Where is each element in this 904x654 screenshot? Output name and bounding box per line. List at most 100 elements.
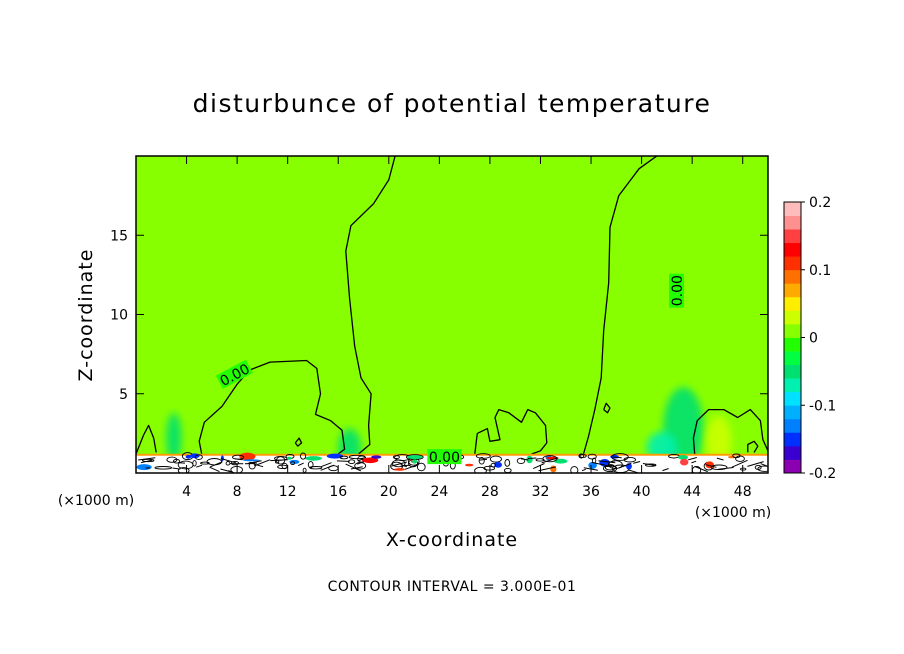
surface-streak bbox=[532, 463, 545, 470]
surface-streak bbox=[527, 457, 537, 459]
surface-streak bbox=[618, 462, 632, 469]
surface-eddy bbox=[542, 455, 558, 463]
surface-eddy bbox=[474, 466, 487, 473]
colorbar-tick-label: 0.1 bbox=[809, 263, 831, 279]
y-tick-label: 10 bbox=[110, 308, 128, 324]
x-tick-label: 12 bbox=[279, 484, 297, 500]
x-tick-label: 48 bbox=[734, 484, 752, 500]
surface-eddy bbox=[412, 459, 418, 464]
contour-label-group: 0.00 bbox=[669, 273, 686, 308]
colorbar-swatch bbox=[784, 323, 801, 338]
surface-streak bbox=[747, 461, 764, 467]
surface-eddy bbox=[757, 465, 768, 472]
surface-eddy bbox=[141, 458, 155, 463]
plot-background-field bbox=[136, 156, 768, 473]
surface-streak bbox=[691, 460, 697, 464]
colorbar-tick-label: 0.2 bbox=[809, 195, 831, 211]
surface-eddy bbox=[177, 460, 194, 470]
surface-streak bbox=[705, 464, 717, 468]
x-tick-label: 8 bbox=[233, 484, 242, 500]
colorbar-swatch bbox=[784, 405, 801, 420]
surface-eddy bbox=[225, 461, 231, 466]
surface-streak bbox=[651, 464, 657, 467]
surface-eddy bbox=[489, 455, 502, 463]
zero-contour-line bbox=[136, 424, 157, 455]
surface-eddy bbox=[608, 460, 623, 469]
surface-eddy bbox=[754, 464, 762, 470]
surface-eddy bbox=[483, 465, 496, 471]
surface-eddy bbox=[354, 462, 367, 470]
colorbar-tick-label: -0.2 bbox=[809, 466, 836, 482]
surface-eddy bbox=[290, 461, 296, 465]
zero-contour-line bbox=[474, 408, 548, 455]
surface-streak bbox=[520, 458, 529, 461]
surface-eddy bbox=[286, 456, 292, 460]
contour-interval-note: CONTOUR INTERVAL = 3.000E-01 bbox=[328, 579, 577, 595]
surface-eddy bbox=[391, 459, 406, 468]
surface-streak bbox=[220, 458, 237, 464]
colorbar-swatch bbox=[784, 215, 801, 230]
surface-streak bbox=[538, 466, 557, 472]
surface-streak bbox=[404, 464, 417, 470]
surface-eddy bbox=[570, 466, 579, 473]
surface-streak bbox=[220, 468, 232, 473]
colorbar-swatch bbox=[784, 283, 801, 298]
contour-label-group: 0.00 bbox=[427, 449, 462, 466]
surface-streak bbox=[138, 457, 156, 461]
colorbar-swatch bbox=[784, 432, 801, 447]
surface-eddy bbox=[136, 464, 152, 471]
surface-streak bbox=[662, 468, 669, 472]
surface-eddy bbox=[526, 455, 533, 464]
zero-contour-line bbox=[198, 359, 346, 455]
contour-layer bbox=[136, 156, 768, 455]
x-tick-label: 16 bbox=[329, 484, 347, 500]
surface-streak bbox=[718, 467, 734, 470]
surface-streak bbox=[541, 457, 558, 464]
colorbar-swatch bbox=[784, 418, 801, 433]
contour-label: 0.00 bbox=[429, 450, 460, 466]
x-unit-label: (×1000 m) bbox=[695, 505, 771, 521]
surface-eddy bbox=[416, 462, 426, 472]
surface-streak bbox=[270, 459, 288, 462]
surface-eddy bbox=[407, 455, 423, 460]
surface-streak bbox=[357, 458, 364, 462]
surface-streak bbox=[731, 459, 748, 468]
surface-eddy bbox=[494, 461, 502, 468]
surface-eddy bbox=[680, 458, 689, 466]
surface-streak bbox=[320, 462, 332, 468]
x-tick-label: 24 bbox=[430, 484, 448, 500]
zero-contour-line bbox=[692, 408, 768, 455]
x-axis-label: X-coordinate bbox=[386, 529, 518, 551]
surface-eddy bbox=[243, 459, 260, 462]
surface-eddy bbox=[504, 459, 511, 467]
surface-streak bbox=[254, 459, 271, 467]
surface-streak bbox=[350, 466, 363, 470]
colorbar-swatch bbox=[784, 256, 801, 271]
surface-streak bbox=[336, 460, 350, 462]
colorbar-tick-label: 0 bbox=[809, 331, 818, 347]
zero-contour-line bbox=[603, 402, 611, 414]
surface-streak bbox=[234, 458, 243, 461]
colorbar-swatch bbox=[784, 445, 801, 460]
surface-streak bbox=[479, 458, 488, 461]
surface-eddy bbox=[478, 457, 485, 465]
surface-streak bbox=[209, 466, 220, 473]
surface-streak bbox=[628, 469, 638, 473]
surface-eddy bbox=[588, 461, 597, 469]
colorbar: 0.2 0.1 0 -0.1 -0.2 bbox=[783, 195, 836, 482]
surface-eddy bbox=[644, 463, 657, 467]
surface-streak bbox=[391, 461, 408, 467]
surface-eddy bbox=[307, 461, 314, 469]
surface-eddy bbox=[394, 468, 406, 471]
colorbar-swatch bbox=[784, 364, 801, 379]
surface-eddy bbox=[516, 457, 526, 465]
y-tick-label: 15 bbox=[110, 228, 128, 244]
surface-streak bbox=[247, 460, 262, 464]
zero-contour-line bbox=[747, 440, 759, 453]
surface-eddy bbox=[602, 464, 618, 473]
surface-eddy bbox=[185, 454, 192, 459]
surface-streak bbox=[320, 464, 335, 471]
surface-streak bbox=[253, 463, 264, 468]
surface-streak bbox=[642, 463, 655, 466]
